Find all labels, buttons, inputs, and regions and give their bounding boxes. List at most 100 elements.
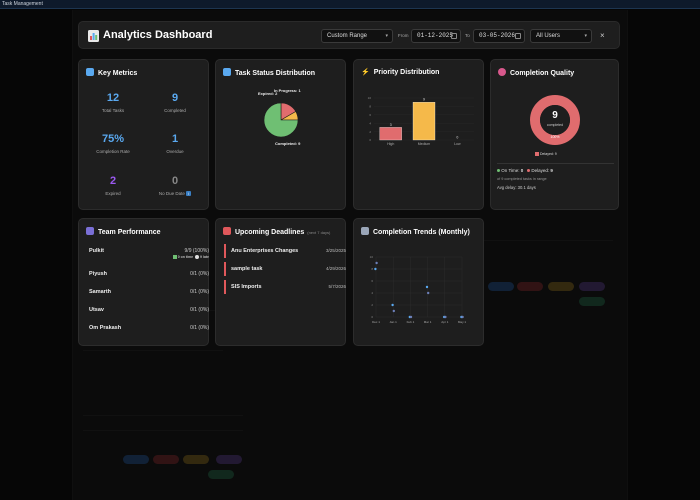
metrics-icon (86, 68, 94, 76)
trends-scatter-chart: 0 2 4 6 8 10 Dec 1 Jan 1 Feb 1 Mar 1 Apr 1 May 1 (370, 255, 467, 324)
team-title-text: Team Performance (98, 229, 161, 236)
quality-legend: Delayed: 9 (535, 152, 585, 156)
trend-icon (361, 227, 369, 235)
lightning-icon: ⚡ (361, 69, 370, 76)
from-date-input[interactable]: 01-12-2025 (411, 29, 461, 43)
metric-label: Completion Rate (96, 149, 130, 154)
user-select-value: All Users (536, 33, 561, 39)
team-row: Samarth 0/1 (0%) (89, 289, 209, 295)
trend-point (391, 303, 394, 307)
y-tick-label: 4 (369, 121, 371, 125)
team-member-name: Om Prakash (89, 325, 122, 331)
task-status-title: Task Status Distribution (223, 68, 315, 77)
y-tick-label: 8 (369, 105, 371, 109)
chart-icon (88, 30, 99, 42)
chevron-down-icon: ▾ (385, 33, 388, 39)
metric-completion-rate: 75% Completion Rate (81, 133, 145, 154)
deadline-item[interactable]: SIS Imports 5/7/2026 (224, 280, 346, 294)
pie-label: Expired: 2 (258, 91, 278, 96)
range-select-value: Custom Range (327, 33, 368, 39)
deadlines-title-text: Upcoming Deadlines (235, 229, 305, 236)
task-status-card: Task Status Distribution Expired: 2 In Pr… (215, 59, 346, 210)
y-tick-label: 0 (371, 315, 373, 319)
divider (497, 163, 614, 164)
metric-label: Expired (105, 191, 121, 196)
metric-label: Total Tasks (101, 108, 125, 113)
team-member-name: Pulkit (89, 248, 104, 254)
y-tick-label: 2 (371, 303, 373, 307)
bg-pill (183, 455, 209, 464)
deadline-item[interactable]: sample task 4/29/2026 (224, 262, 346, 276)
to-label: To (465, 33, 470, 38)
team-member-name: Utsav (89, 307, 104, 313)
trend-point (425, 285, 429, 289)
info-icon[interactable]: i (186, 191, 192, 196)
trends-title-text: Completion Trends (Monthly) (373, 229, 470, 236)
trend-point (409, 315, 413, 319)
x-tick-label: Apr 1 (441, 320, 449, 324)
bg-divider (83, 350, 223, 351)
y-tick-label: 10 (370, 255, 374, 259)
bg-pill (579, 297, 605, 306)
metric-overdue: 1 Overdue (143, 133, 207, 154)
deadline-name: Anu Enterprises Changes (231, 248, 299, 254)
deadlines-title: Upcoming Deadlines (next 7 days) (223, 227, 330, 236)
metric-completed: 9 Completed (143, 92, 207, 113)
team-member-stat: 0/1 (0%) (190, 289, 209, 295)
trend-point (427, 291, 430, 295)
dashboard-title: Analytics Dashboard (103, 29, 213, 41)
quality-donut-chart (530, 95, 580, 145)
deadline-date: 4/29/2026 (325, 266, 346, 271)
priority-card: ⚡ Priority Distribution 0 2 4 6 8 10 3 High 9 Medi… (353, 59, 484, 210)
trend-point (444, 315, 447, 319)
priority-bar-chart: 0 2 4 6 8 10 3 High 9 Medium 0 Low (368, 96, 474, 146)
team-member-name: Samarth (89, 289, 112, 295)
bg-pill (579, 282, 605, 291)
user-select[interactable]: All Users ▾ (530, 29, 592, 43)
bar-value-label: 0 (456, 136, 458, 140)
x-tick-label: Jan 1 (390, 320, 398, 324)
deadline-name: SIS Imports (231, 284, 262, 290)
team-row: Pulkit 9/9 (100%) 0 on time 9 late (89, 248, 209, 259)
metric-label: Completed (164, 108, 186, 113)
bg-pill (123, 455, 149, 464)
metric-label-text: No Due Date (158, 191, 185, 196)
bar-value-label: 9 (423, 98, 425, 102)
upcoming-deadlines-card: Upcoming Deadlines (next 7 days) Anu Ente… (215, 218, 346, 346)
completion-quality-card: Completion Quality 9 completed 100% Dela… (490, 59, 619, 210)
x-tick-label: Medium (418, 142, 431, 146)
calendar-icon[interactable] (515, 33, 521, 39)
deadline-item[interactable]: Anu Enterprises Changes 3/25/2025 (224, 244, 346, 258)
x-tick-label: Low (454, 142, 461, 146)
legend-swatch (195, 255, 200, 259)
range-select[interactable]: Custom Range ▾ (321, 29, 393, 43)
team-member-breakdown: 0 on time 9 late (172, 255, 209, 259)
metric-value: 12 (106, 92, 120, 104)
y-tick-label: 8 (371, 267, 373, 271)
y-tick-label: 10 (368, 96, 372, 100)
bg-pill (153, 455, 179, 464)
priority-title-text: Priority Distribution (373, 69, 440, 76)
window-titlebar: Task Management (0, 0, 700, 9)
task-status-title-text: Task Status Distribution (235, 70, 315, 77)
deadline-name: sample task (231, 266, 263, 272)
y-tick-label: 6 (369, 113, 371, 117)
calendar-icon[interactable] (451, 33, 457, 39)
legend-swatch (172, 255, 177, 259)
metric-value: 2 (109, 175, 117, 187)
on-time-value: 0 (520, 168, 524, 173)
metric-no-due-date: 0 No Due Date i (143, 175, 207, 196)
pie-label: In Progress: 1 (274, 88, 301, 93)
bg-divider (83, 415, 243, 416)
close-button[interactable]: × (600, 31, 605, 40)
team-icon (86, 227, 94, 235)
chevron-down-icon: ▾ (584, 33, 587, 39)
from-label: From (398, 33, 409, 38)
metric-value: 1 (171, 133, 179, 145)
to-date-input[interactable]: 03-05-2026 (473, 29, 525, 43)
late-text: 9 late (200, 255, 209, 259)
team-member-stat: 9/9 (100%) (184, 248, 209, 254)
quality-legend-text: Delayed: 9 (540, 152, 557, 156)
bg-pill (548, 282, 574, 291)
metric-total-tasks: 12 Total Tasks (81, 92, 145, 113)
